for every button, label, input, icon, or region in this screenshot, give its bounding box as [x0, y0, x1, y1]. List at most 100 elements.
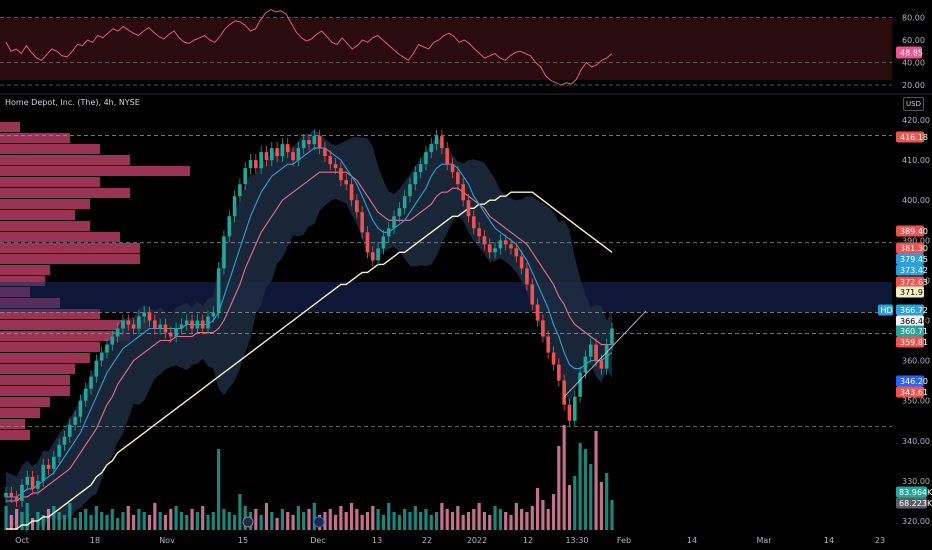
time-tick-label: 15 — [238, 536, 248, 545]
candle-body — [418, 164, 423, 173]
rsi-value-badge — [896, 46, 922, 59]
volume-bar — [179, 512, 184, 530]
candle-body — [142, 312, 147, 317]
candle-body — [280, 144, 285, 157]
volume-bar — [307, 509, 311, 530]
volume-profile-row — [0, 133, 70, 143]
price-badge-label: 371.97 — [900, 288, 928, 297]
time-tick-label: 23 — [875, 536, 885, 545]
candle-body — [20, 484, 24, 501]
volume-bar — [142, 512, 146, 530]
volume-bar — [73, 518, 77, 530]
volume-bar — [573, 476, 577, 530]
candle-body — [360, 212, 364, 233]
price-badge-label: 346.20 — [900, 377, 928, 386]
candle-body — [541, 320, 545, 337]
volume-profile-row — [0, 342, 100, 352]
time-tick-label: 13:30 — [565, 536, 588, 545]
candle-body — [46, 464, 51, 469]
earnings-marker-icon[interactable] — [313, 516, 325, 528]
volume-bar — [68, 503, 72, 530]
volume-profile-row — [0, 122, 20, 132]
volume-bar — [323, 512, 327, 530]
candle-body — [14, 496, 19, 501]
time-tick-label: 2022 — [467, 536, 487, 545]
volume-bar — [434, 512, 439, 530]
volume-bar — [185, 515, 189, 530]
candle-body — [525, 268, 529, 285]
volume-profile-row — [0, 331, 130, 341]
candle-body — [147, 312, 152, 321]
volume-bar — [30, 518, 35, 530]
volume-bar — [46, 509, 51, 530]
rsi-gridlines — [0, 17, 892, 86]
candle-body — [355, 200, 359, 213]
volume-bar — [206, 515, 210, 530]
candle-body — [599, 360, 604, 369]
volume-profile-row — [0, 397, 50, 407]
volume-bar — [392, 512, 396, 530]
time-tick-label: 14 — [687, 536, 697, 545]
candle-body — [222, 236, 226, 269]
time-tick-label: 13 — [372, 536, 382, 545]
volume-profile-row — [0, 166, 190, 176]
volume-bar — [525, 512, 529, 530]
volume-profile-row — [0, 419, 25, 429]
volume-profile-row — [0, 188, 130, 198]
candle-body — [535, 304, 540, 321]
candle-body — [126, 320, 131, 325]
symbol-title: Home Depot, Inc. (The), 4h, NYSE — [5, 98, 140, 107]
candle-body — [41, 464, 46, 481]
volume-bar — [594, 431, 598, 530]
candle-body — [487, 244, 492, 253]
candle-body — [333, 164, 338, 169]
candle-body — [206, 316, 210, 329]
volume-profile-row — [0, 430, 30, 440]
price-badge-label: 343.61 — [900, 388, 928, 397]
volume-profile-row — [0, 364, 75, 374]
volume-bar — [105, 515, 109, 530]
volume-bar — [355, 509, 359, 530]
candle-body — [323, 148, 327, 157]
volume-bar — [131, 515, 136, 530]
price-badge-label: 389.40 — [900, 227, 928, 236]
volume-bar — [509, 515, 513, 530]
candle-body — [562, 380, 566, 405]
candle-body — [275, 148, 279, 157]
volume-bar — [424, 509, 428, 530]
candle-body — [477, 228, 481, 237]
candle-body — [121, 320, 125, 329]
event-markers[interactable] — [242, 516, 325, 528]
volume-bar — [158, 512, 162, 530]
candle-body — [30, 476, 35, 489]
volume-bar — [84, 509, 88, 530]
candle-body — [62, 436, 67, 445]
volume-bar — [429, 515, 433, 530]
volume-bar — [275, 518, 279, 530]
currency-selector[interactable]: USD — [903, 97, 924, 111]
candle-body — [445, 148, 450, 165]
price-badge-label: 381.30 — [900, 244, 928, 253]
volume-bar — [153, 503, 157, 530]
ticker-tag-label: HD — [881, 306, 893, 315]
time-tick-label: Dec — [310, 536, 325, 545]
volume-bar — [333, 515, 338, 530]
rsi-line — [5, 9, 613, 86]
candle-body — [461, 184, 465, 201]
price-tick-label: 420.00 — [902, 116, 930, 125]
volume-profile-row — [0, 144, 100, 154]
candle-body — [174, 328, 178, 337]
volume-bar — [504, 512, 508, 530]
volume-profile-row — [0, 232, 120, 242]
volume-bar — [232, 515, 237, 530]
trendline[interactable] — [563, 310, 647, 398]
volume-bars — [4, 425, 614, 530]
price-badge — [896, 315, 924, 327]
candle-body — [190, 320, 194, 329]
candle-body — [392, 216, 396, 229]
volume-bar — [530, 506, 534, 530]
dividend-marker-icon[interactable] — [242, 516, 254, 528]
volume-profile-row — [0, 155, 130, 165]
candle-body — [546, 336, 551, 353]
